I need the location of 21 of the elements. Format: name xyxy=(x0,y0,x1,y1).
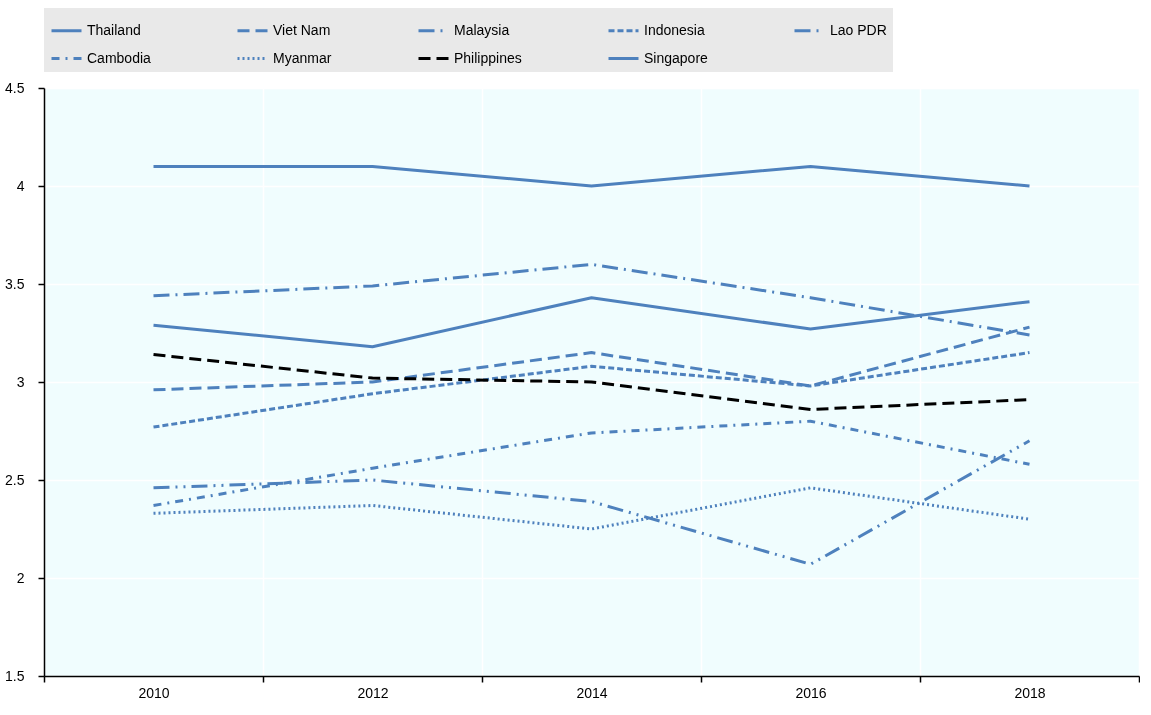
x-tick-label: 2010 xyxy=(138,684,170,701)
legend-label: Cambodia xyxy=(87,49,152,66)
x-tick-label: 2012 xyxy=(357,684,389,701)
legend-label: Lao PDR xyxy=(830,21,887,38)
x-tick-label: 2018 xyxy=(1014,684,1046,701)
legend-label: Indonesia xyxy=(644,21,705,38)
y-tick-label: 4.5 xyxy=(5,79,25,96)
legend-label: Singapore xyxy=(644,49,709,66)
y-tick-label: 1.5 xyxy=(5,667,25,684)
y-tick-label: 3 xyxy=(16,373,25,390)
legend-label: Malaysia xyxy=(454,21,510,38)
legend-label: Thailand xyxy=(87,21,141,38)
x-tick-label: 2016 xyxy=(795,684,827,701)
x-tick-label: 2014 xyxy=(576,684,608,701)
y-tick-label: 2 xyxy=(16,569,25,586)
legend-label: Myanmar xyxy=(273,49,332,66)
y-tick-label: 4 xyxy=(16,177,25,194)
y-tick-label: 3.5 xyxy=(5,275,25,292)
legend-label: Viet Nam xyxy=(273,21,331,38)
legend-label: Philippines xyxy=(454,49,522,66)
y-tick-label: 2.5 xyxy=(5,471,25,488)
